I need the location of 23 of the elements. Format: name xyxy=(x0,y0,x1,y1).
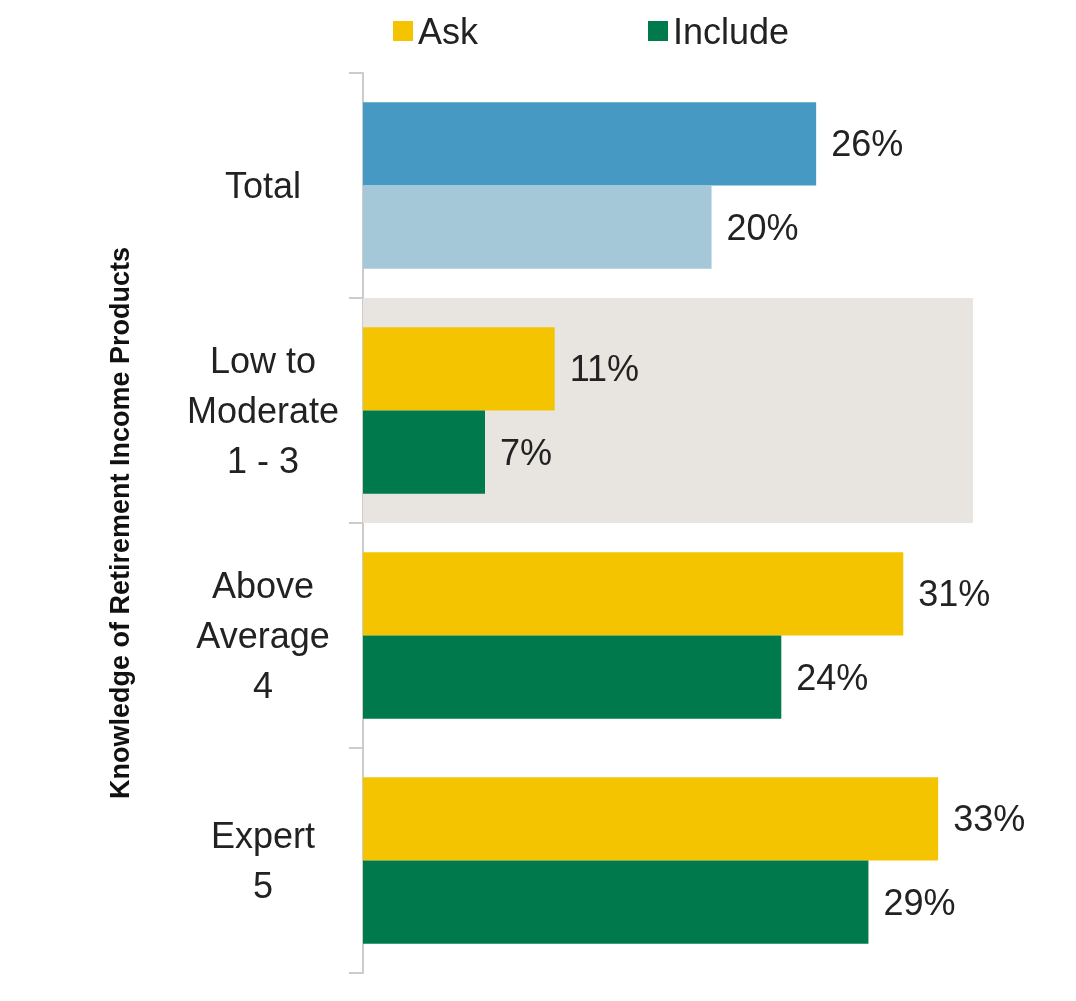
y-tick-label: Expert 5 xyxy=(210,815,316,906)
y-tick-label: Total xyxy=(224,165,302,206)
bar xyxy=(363,552,904,636)
bar xyxy=(363,185,712,269)
data-label: 33% xyxy=(953,798,1026,840)
y-axis-title: Knowledge of Retirement Income Products xyxy=(104,246,135,800)
data-label: 7% xyxy=(500,431,553,473)
y-tick-label: Above Average 4 xyxy=(196,565,330,706)
data-label: 31% xyxy=(918,573,991,615)
y-tick-label: Low to Moderate 1 - 3 xyxy=(186,340,340,481)
data-label: 26% xyxy=(831,123,904,165)
legend-label: Ask xyxy=(418,10,480,52)
bar xyxy=(363,102,817,186)
data-label: 24% xyxy=(796,656,869,698)
legend-label: Include xyxy=(673,10,790,52)
data-label: 29% xyxy=(883,881,956,923)
data-label: 20% xyxy=(726,206,799,248)
bar xyxy=(363,860,869,944)
bar xyxy=(363,410,485,494)
bar xyxy=(363,327,555,411)
data-label: 11% xyxy=(569,348,640,390)
bar xyxy=(363,635,782,719)
bar xyxy=(363,777,939,861)
